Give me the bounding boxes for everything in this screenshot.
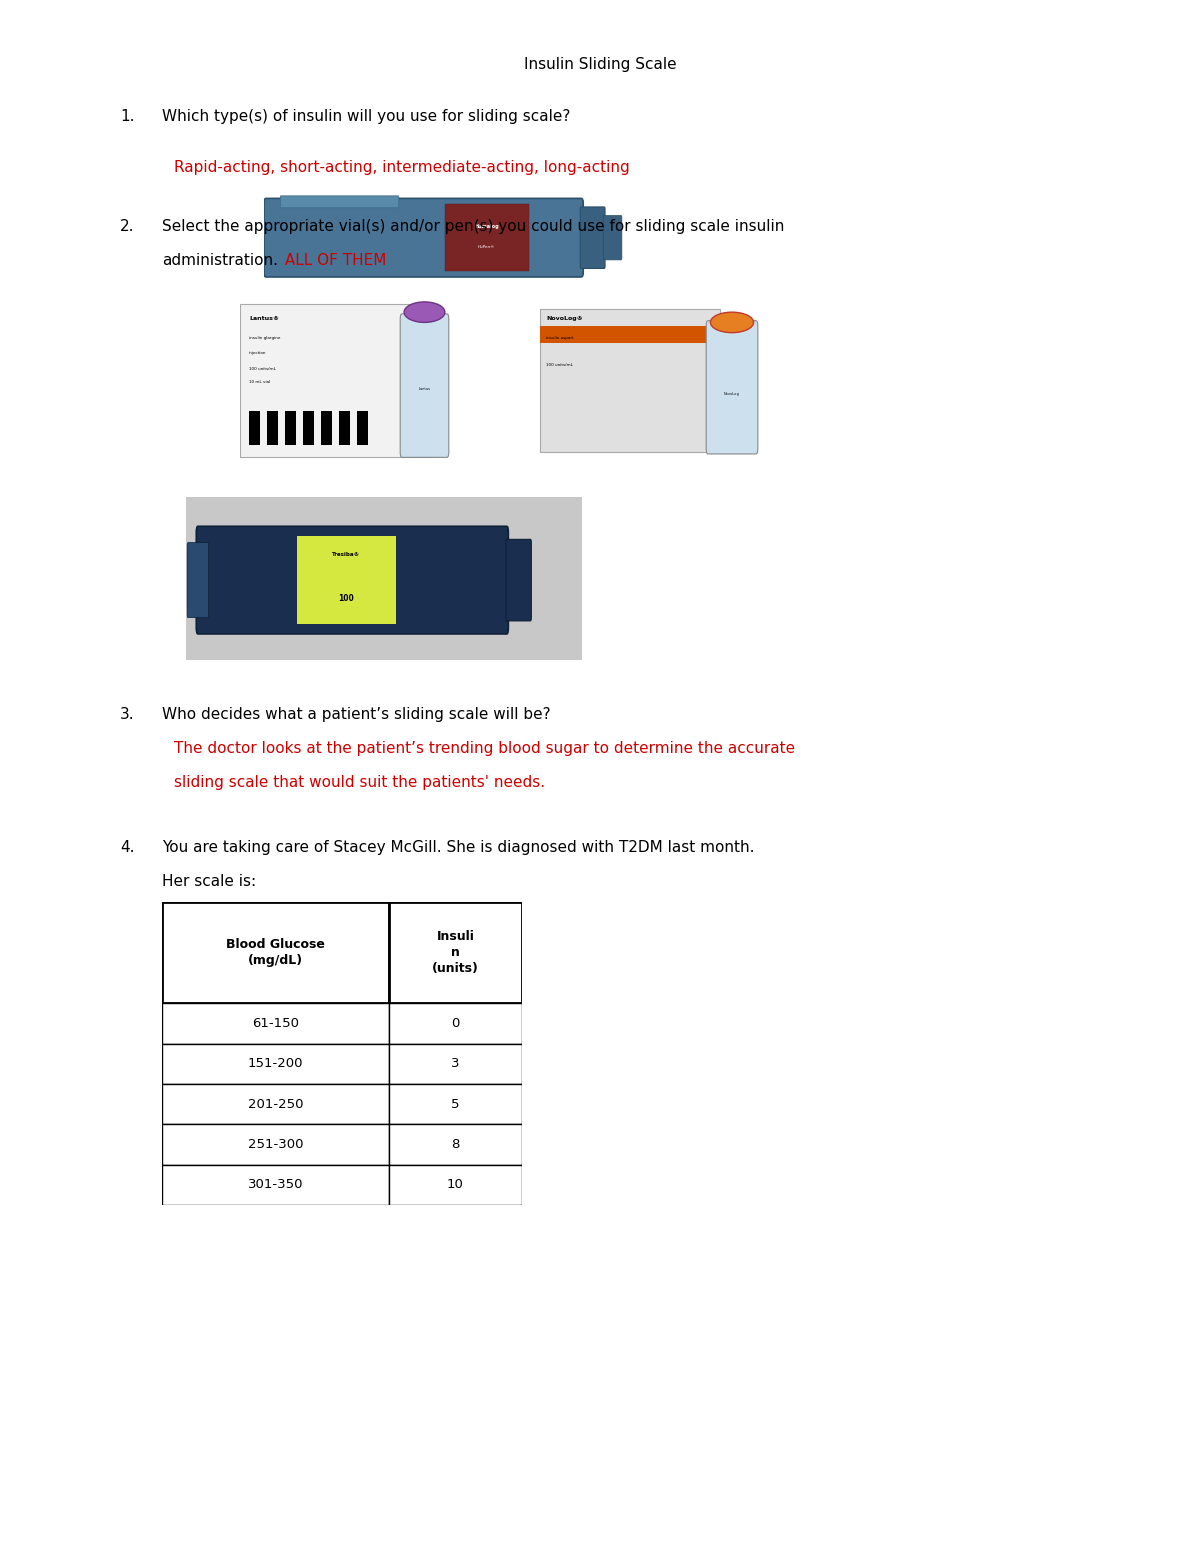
FancyBboxPatch shape <box>389 1124 522 1165</box>
Text: 301-350: 301-350 <box>247 1179 304 1191</box>
FancyBboxPatch shape <box>389 1084 522 1124</box>
FancyBboxPatch shape <box>187 542 209 618</box>
FancyBboxPatch shape <box>162 1044 389 1084</box>
FancyBboxPatch shape <box>264 199 583 276</box>
Bar <box>340 412 350 446</box>
Text: 100 units/mL: 100 units/mL <box>250 367 276 371</box>
Text: injection: injection <box>250 351 266 356</box>
Text: 61-150: 61-150 <box>252 1017 299 1030</box>
Text: 100: 100 <box>338 593 354 603</box>
FancyBboxPatch shape <box>162 1165 389 1205</box>
FancyBboxPatch shape <box>444 205 528 270</box>
Text: 3.: 3. <box>120 707 134 722</box>
Text: Tresiba®: Tresiba® <box>332 551 360 556</box>
Text: Lantus: Lantus <box>419 387 431 391</box>
Text: Insulin Sliding Scale: Insulin Sliding Scale <box>523 57 677 73</box>
Text: Which type(s) of insulin will you use for sliding scale?: Which type(s) of insulin will you use fo… <box>162 109 570 124</box>
Bar <box>322 412 331 446</box>
FancyBboxPatch shape <box>401 314 449 458</box>
Text: 4.: 4. <box>120 840 134 856</box>
FancyBboxPatch shape <box>162 902 389 1003</box>
FancyBboxPatch shape <box>604 216 622 259</box>
Text: Blood Glucose
(mg/dL): Blood Glucose (mg/dL) <box>226 938 325 968</box>
Text: NovoLog®: NovoLog® <box>546 315 583 320</box>
Ellipse shape <box>404 301 445 323</box>
Text: NovoLog: NovoLog <box>724 393 740 396</box>
Text: administration.: administration. <box>162 253 278 269</box>
Text: HuPen®: HuPen® <box>478 245 496 248</box>
Text: 201-250: 201-250 <box>247 1098 304 1110</box>
Text: Lantus®: Lantus® <box>250 315 280 320</box>
Text: 2.: 2. <box>120 219 134 235</box>
Text: 251-300: 251-300 <box>247 1138 304 1151</box>
FancyBboxPatch shape <box>389 902 522 1003</box>
Text: Rapid-acting, short-acting, intermediate-acting, long-acting: Rapid-acting, short-acting, intermediate… <box>174 160 630 175</box>
Text: The doctor looks at the patient’s trending blood sugar to determine the accurate: The doctor looks at the patient’s trendi… <box>174 741 796 756</box>
Bar <box>302 412 314 446</box>
Text: ALL OF THEM: ALL OF THEM <box>280 253 386 269</box>
FancyBboxPatch shape <box>581 207 605 269</box>
Text: 8: 8 <box>451 1138 460 1151</box>
Text: You are taking care of Stacey McGill. She is diagnosed with T2DM last month.: You are taking care of Stacey McGill. Sh… <box>162 840 755 856</box>
FancyBboxPatch shape <box>162 1003 389 1044</box>
FancyBboxPatch shape <box>389 1044 522 1084</box>
Bar <box>250 412 260 446</box>
FancyBboxPatch shape <box>389 1003 522 1044</box>
Ellipse shape <box>710 312 754 332</box>
FancyBboxPatch shape <box>506 539 532 621</box>
Text: 100 units/mL: 100 units/mL <box>546 363 572 368</box>
Text: 5: 5 <box>451 1098 460 1110</box>
Text: Her scale is:: Her scale is: <box>162 874 256 890</box>
Text: 1.: 1. <box>120 109 134 124</box>
Text: 0: 0 <box>451 1017 460 1030</box>
Text: 10 mL vial: 10 mL vial <box>250 380 270 385</box>
FancyBboxPatch shape <box>197 526 509 634</box>
FancyBboxPatch shape <box>240 304 432 458</box>
Text: Insuli
n
(units): Insuli n (units) <box>432 930 479 975</box>
Text: Select the appropriate vial(s) and/or pen(s) you could use for sliding scale ins: Select the appropriate vial(s) and/or pe… <box>162 219 785 235</box>
FancyBboxPatch shape <box>389 1165 522 1205</box>
FancyBboxPatch shape <box>281 196 398 208</box>
FancyBboxPatch shape <box>162 1124 389 1165</box>
Text: Who decides what a patient’s sliding scale will be?: Who decides what a patient’s sliding sca… <box>162 707 551 722</box>
Text: sliding scale that would suit the patients' needs.: sliding scale that would suit the patien… <box>174 775 545 790</box>
Bar <box>358 412 368 446</box>
FancyBboxPatch shape <box>296 536 396 624</box>
FancyBboxPatch shape <box>706 321 758 453</box>
Text: Humalog: Humalog <box>474 224 499 230</box>
Text: insulin glargine: insulin glargine <box>250 335 281 340</box>
FancyBboxPatch shape <box>540 309 720 452</box>
Text: 151-200: 151-200 <box>247 1058 304 1070</box>
Text: 10: 10 <box>446 1179 464 1191</box>
Bar <box>286 412 296 446</box>
Bar <box>266 412 278 446</box>
Bar <box>540 326 720 343</box>
Text: 3: 3 <box>451 1058 460 1070</box>
Text: insulin aspart: insulin aspart <box>546 335 574 340</box>
FancyBboxPatch shape <box>162 1084 389 1124</box>
